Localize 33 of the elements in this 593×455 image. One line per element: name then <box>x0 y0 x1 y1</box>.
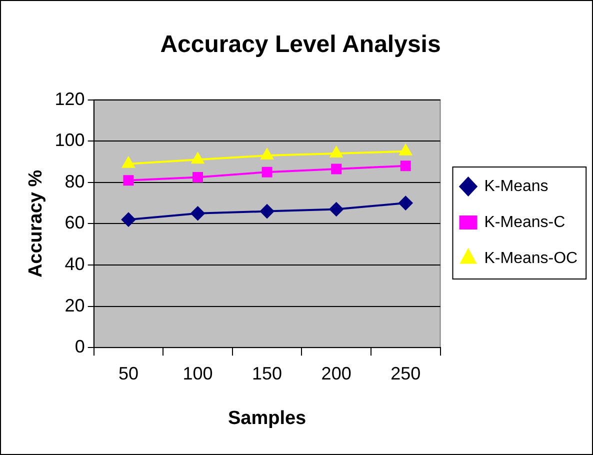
point <box>399 144 412 156</box>
point <box>121 212 136 227</box>
x-tick-label: 200 <box>321 363 352 384</box>
y-tick-label: 0 <box>74 336 85 357</box>
point <box>260 148 274 160</box>
point <box>190 206 205 220</box>
point <box>122 156 135 168</box>
point <box>123 175 134 186</box>
chart-title: Accuracy Level Analysis <box>160 31 441 58</box>
point <box>329 202 344 216</box>
point <box>398 196 413 210</box>
point <box>192 152 204 164</box>
y-tick-label: 120 <box>54 88 85 109</box>
legend-label: K-Means <box>484 178 548 195</box>
y-tick-label: 60 <box>64 212 85 233</box>
point <box>192 172 203 182</box>
legend-label: K-Means-C <box>484 214 566 231</box>
y-tick-label: 20 <box>64 295 85 316</box>
x-tick-label: 250 <box>390 363 421 384</box>
point <box>262 166 272 178</box>
legend-label: K-Means-OC <box>484 250 578 267</box>
point <box>331 164 342 174</box>
y-tick-label: 100 <box>54 130 85 150</box>
y-tick-label: 80 <box>64 171 85 192</box>
point <box>260 204 274 218</box>
x-tick-label: 100 <box>182 363 213 384</box>
x-tick-label: 50 <box>118 363 138 384</box>
x-axis-title: Samples <box>228 408 306 429</box>
point <box>330 146 343 158</box>
y-tick-label: 40 <box>64 254 85 274</box>
x-tick-label: 150 <box>252 363 282 384</box>
point <box>400 160 411 172</box>
y-axis-title: Accuracy % <box>26 170 47 278</box>
